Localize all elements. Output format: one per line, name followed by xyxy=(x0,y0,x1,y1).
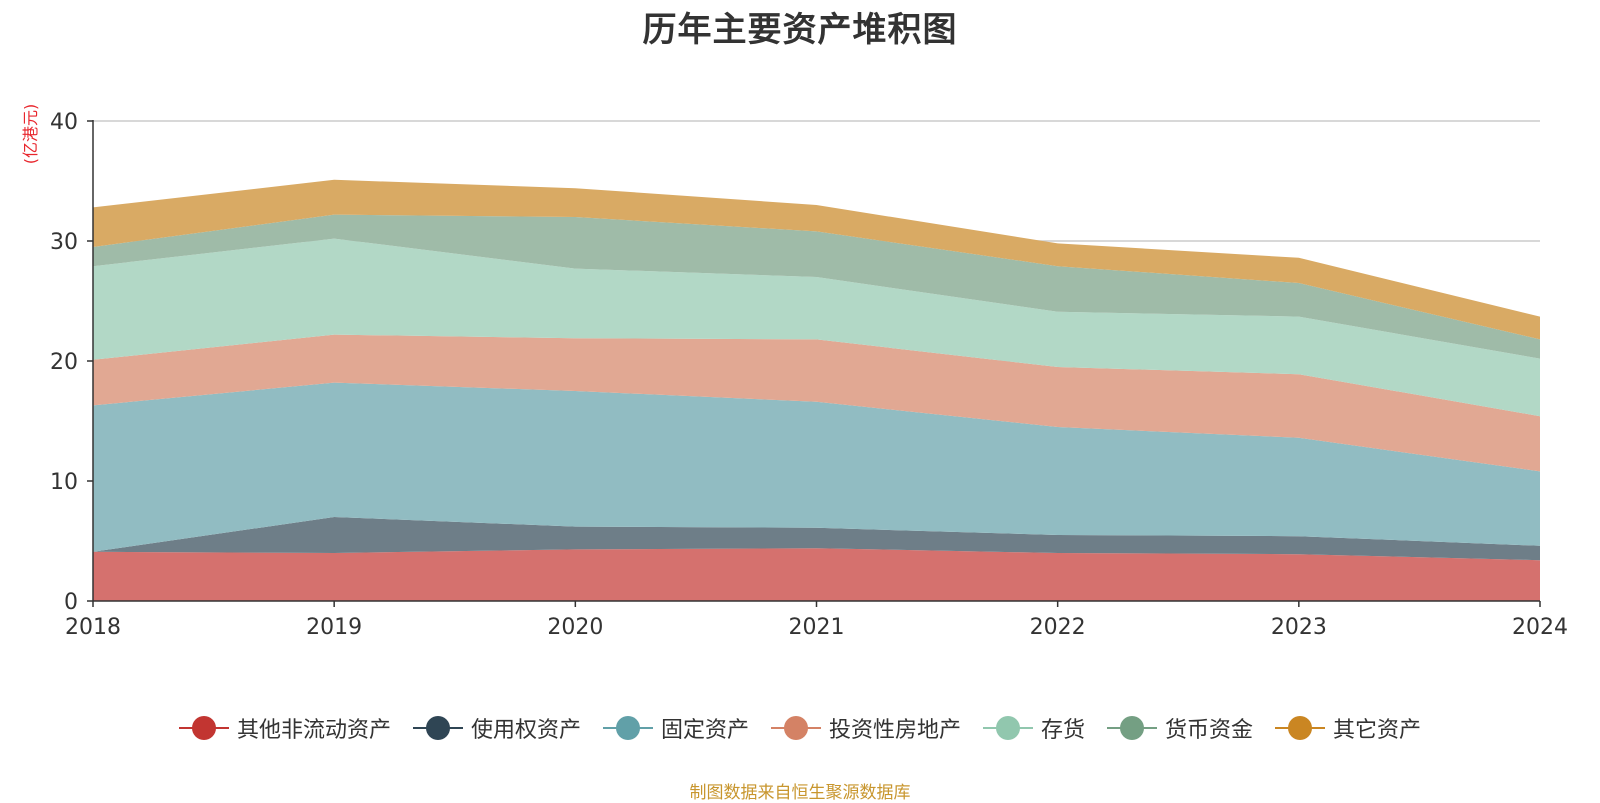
area-series-7[interactable] xyxy=(93,179,1540,340)
y-axis-unit-label: (亿港元) xyxy=(21,104,40,165)
legend-item-1[interactable]: 其他非流动资产 xyxy=(178,712,391,744)
legend-item-5[interactable]: 存货 xyxy=(983,712,1085,744)
legend-marker-icon xyxy=(178,715,229,741)
chart-title: 历年主要资产堆积图 xyxy=(642,10,958,50)
x-tick-label: 2021 xyxy=(789,615,845,640)
area-series-4[interactable] xyxy=(93,334,1540,472)
legend-label: 其他非流动资产 xyxy=(236,718,391,743)
tick-labels: 0 10 20 30 40 2018 2019 2020 2021 2022 2023 2024 xyxy=(50,110,1568,640)
area-series-3[interactable] xyxy=(93,382,1540,552)
legend-label: 使用权资产 xyxy=(470,718,581,743)
legend-item-4[interactable]: 投资性房地产 xyxy=(770,712,961,744)
legend-item-6[interactable]: 货币资金 xyxy=(1107,712,1253,744)
legend-item-7[interactable]: 其它资产 xyxy=(1275,712,1421,744)
legend-label: 投资性房地产 xyxy=(828,718,961,743)
area-series xyxy=(93,179,1540,601)
y-tick-label: 40 xyxy=(50,110,78,135)
legend-label: 其它资产 xyxy=(1333,718,1422,743)
legend: 其他非流动资产 使用权资产 固定资产 投资性房地产 存货 货币资金 其它资产 xyxy=(0,712,1600,744)
area-series-2[interactable] xyxy=(93,517,1540,561)
legend-marker-icon xyxy=(770,715,821,741)
x-tick-label: 2018 xyxy=(65,615,121,640)
legend-label: 货币资金 xyxy=(1165,718,1254,743)
x-tick-label: 2020 xyxy=(547,615,603,640)
y-tick-label: 20 xyxy=(50,350,78,375)
legend-item-2[interactable]: 使用权资产 xyxy=(412,712,581,744)
axes xyxy=(87,120,1541,607)
legend-marker-icon xyxy=(1275,715,1326,741)
source-note: 制图数据来自恒生聚源数据库 xyxy=(689,783,911,803)
legend-label: 固定资产 xyxy=(660,718,749,743)
x-tick-label: 2023 xyxy=(1271,615,1327,640)
legend-marker-icon xyxy=(1107,715,1158,741)
legend-label: 存货 xyxy=(1041,718,1086,743)
x-tick-label: 2022 xyxy=(1030,615,1086,640)
y-tick-label: 30 xyxy=(50,230,78,255)
legend-marker-icon xyxy=(412,715,463,741)
y-tick-label: 10 xyxy=(50,470,78,495)
legend-item-3[interactable]: 固定资产 xyxy=(602,712,749,744)
area-series-1[interactable] xyxy=(93,548,1540,601)
legend-marker-icon xyxy=(983,715,1033,741)
legend-marker-icon xyxy=(602,715,653,741)
area-series-5[interactable] xyxy=(93,238,1540,417)
y-tick-label: 0 xyxy=(64,590,78,615)
area-series-6[interactable] xyxy=(93,214,1540,359)
x-tick-label: 2024 xyxy=(1512,615,1568,640)
x-tick-label: 2019 xyxy=(306,615,362,640)
